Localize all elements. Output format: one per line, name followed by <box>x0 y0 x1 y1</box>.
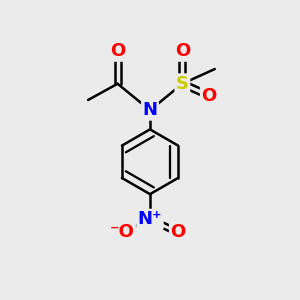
Text: N: N <box>142 101 158 119</box>
Text: S: S <box>176 75 189 93</box>
Text: O: O <box>175 42 190 60</box>
Text: O: O <box>170 224 186 242</box>
Text: ⁻O: ⁻O <box>110 224 134 242</box>
Text: O: O <box>110 42 125 60</box>
Text: N⁺: N⁺ <box>138 210 162 228</box>
Text: O: O <box>201 86 217 104</box>
